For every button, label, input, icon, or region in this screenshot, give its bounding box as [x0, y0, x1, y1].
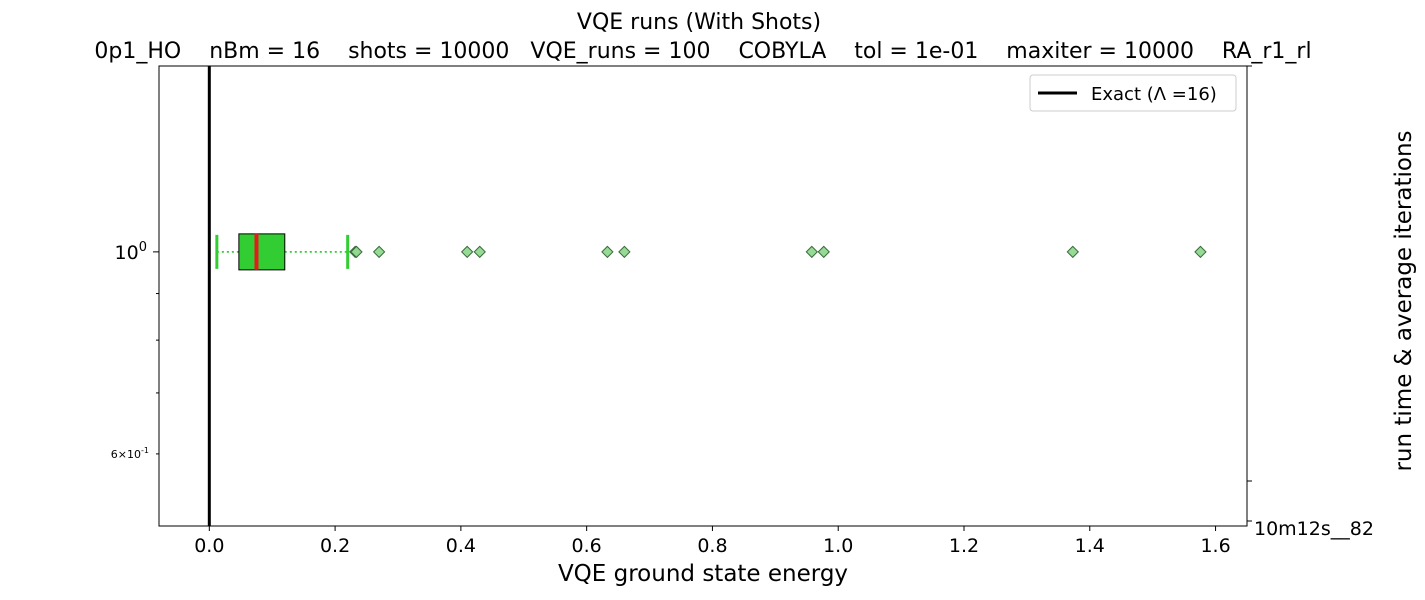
x-tick-label: 0.4: [446, 535, 476, 557]
outlier-point: [350, 245, 363, 259]
chart-title: VQE runs (With Shots): [577, 10, 821, 35]
x-axis-label: VQE ground state energy: [558, 561, 848, 587]
right-tick-label: 10m12s__82: [1254, 518, 1374, 540]
outlier-point: [618, 245, 631, 259]
legend: Exact (Λ =16): [1029, 74, 1237, 112]
x-tick-label: 0.8: [697, 535, 727, 557]
y-minor-tick-label: 6×10-1: [111, 446, 149, 461]
outlier-point: [1066, 245, 1080, 259]
iqr-box: [238, 233, 286, 271]
outlier-point: [460, 245, 474, 259]
x-tick-label: 0.0: [194, 535, 224, 557]
legend-box: [1029, 74, 1237, 112]
x-tick-label: 1.2: [949, 535, 979, 557]
outlier-point: [817, 245, 830, 259]
chart-subtitle: 0p1_HO nBm = 16 shots = 10000 VQE_runs =…: [94, 39, 1311, 64]
x-tick-label: 0.6: [572, 535, 602, 557]
legend-label: Exact (Λ =16): [1091, 84, 1217, 105]
outlier-point: [601, 245, 614, 259]
x-tick-label: 0.2: [320, 535, 350, 557]
plot-frame: [158, 65, 1248, 527]
x-tick-label: 1.6: [1200, 535, 1230, 557]
y-tick-label: 100: [115, 240, 147, 264]
outlier-point: [372, 245, 386, 259]
outlier-point: [473, 245, 486, 259]
right-axis-label: run time & average iterations: [1391, 130, 1417, 471]
outlier-point: [1194, 245, 1207, 259]
x-tick-label: 1.0: [823, 535, 853, 557]
x-tick-label: 1.4: [1075, 535, 1105, 557]
outlier-point: [805, 245, 819, 259]
